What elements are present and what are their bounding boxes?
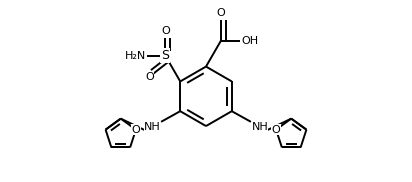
Text: O: O <box>161 26 170 36</box>
Text: O: O <box>272 125 281 135</box>
Text: NH: NH <box>251 122 268 132</box>
Text: O: O <box>216 8 225 18</box>
Text: NH: NH <box>144 122 161 132</box>
Text: O: O <box>131 125 140 135</box>
Text: S: S <box>162 49 169 62</box>
Text: OH: OH <box>241 36 258 46</box>
Text: O: O <box>145 72 154 82</box>
Text: H₂N: H₂N <box>125 51 146 61</box>
